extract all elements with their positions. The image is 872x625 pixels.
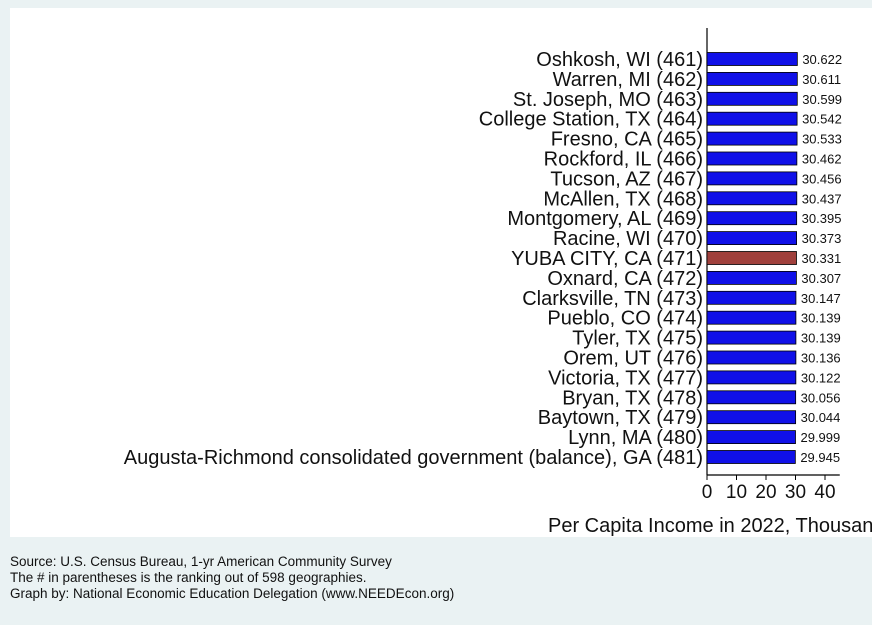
x-tick-label: 10 xyxy=(726,482,747,503)
bar xyxy=(706,191,798,206)
category-label: Racine, WI (470) xyxy=(553,228,703,250)
bar-highlight xyxy=(706,251,797,265)
bar xyxy=(706,450,796,464)
value-label: 30.437 xyxy=(802,191,842,206)
category-label: Victoria, TX (477) xyxy=(548,367,703,389)
bar xyxy=(706,430,796,445)
bar xyxy=(706,52,798,66)
value-label: 30.139 xyxy=(801,311,841,326)
value-label: 29.945 xyxy=(800,450,840,465)
category-label: Rockford, IL (466) xyxy=(544,149,703,171)
bar xyxy=(706,231,798,246)
value-label: 30.056 xyxy=(801,390,841,405)
bar xyxy=(706,330,797,345)
bar-chart: Oshkosh, WI (461) 30.622 Warren, MI (462) 3… xyxy=(124,28,872,537)
category-label: McAllen, TX (468) xyxy=(543,188,703,210)
value-label: 30.139 xyxy=(801,331,841,346)
bar xyxy=(706,350,797,365)
category-label: Montgomery, AL (469) xyxy=(507,208,703,230)
value-label: 30.307 xyxy=(801,271,841,286)
value-label: 30.611 xyxy=(802,72,841,87)
category-label: Orem, UT (476) xyxy=(563,348,703,370)
category-label: YUBA CITY, CA (471) xyxy=(511,248,703,270)
value-label: 30.136 xyxy=(801,351,841,366)
bar xyxy=(706,310,797,325)
category-label: Tucson, AZ (467) xyxy=(550,168,703,190)
x-tick-label: 30 xyxy=(785,482,806,503)
value-label: 30.395 xyxy=(802,211,842,226)
value-label: 30.122 xyxy=(801,370,841,385)
bar xyxy=(706,151,798,166)
category-label: Augusta-Richmond consolidated government… xyxy=(124,447,703,469)
x-tick-label: 20 xyxy=(755,482,776,503)
value-label: 29.999 xyxy=(800,430,840,445)
bar xyxy=(706,270,797,285)
bar xyxy=(706,72,798,86)
category-label: Pueblo, CO (474) xyxy=(547,308,703,330)
category-label: Oshkosh, WI (461) xyxy=(536,49,703,71)
x-axis-title: Per Capita Income in 2022, Thousands xyxy=(548,515,872,537)
category-label: College Station, TX (464) xyxy=(479,109,703,131)
bar xyxy=(706,211,798,226)
category-label: Baytown, TX (479) xyxy=(538,407,703,429)
bar xyxy=(706,390,797,405)
bar xyxy=(706,370,797,385)
value-label: 30.147 xyxy=(801,291,841,306)
category-label: Oxnard, CA (472) xyxy=(547,268,703,290)
footer-notes: Source: U.S. Census Bureau, 1-yr America… xyxy=(10,554,454,602)
category-label: St. Joseph, MO (463) xyxy=(513,89,703,111)
plot-panel: Oshkosh, WI (461) 30.622 Warren, MI (462) 3… xyxy=(10,8,872,537)
bar xyxy=(706,111,798,126)
category-label: Clarksville, TN (473) xyxy=(522,288,703,310)
value-label: 30.044 xyxy=(801,410,841,425)
value-label: 30.456 xyxy=(802,171,842,186)
category-label: Fresno, CA (465) xyxy=(551,129,703,151)
value-label: 30.373 xyxy=(802,231,842,246)
bar xyxy=(706,410,797,425)
x-tick-label: 0 xyxy=(702,482,713,503)
category-label: Lynn, MA (480) xyxy=(568,427,703,449)
x-tick-label: 40 xyxy=(814,482,835,503)
bar xyxy=(706,171,798,186)
chart-title-fragment xyxy=(0,0,872,6)
credit-note: Graph by: National Economic Education De… xyxy=(10,586,455,601)
category-label: Bryan, TX (478) xyxy=(562,387,703,409)
source-note: Source: U.S. Census Bureau, 1-yr America… xyxy=(10,554,392,569)
value-label: 30.622 xyxy=(802,52,842,67)
value-label: 30.462 xyxy=(802,152,842,167)
value-label: 30.533 xyxy=(802,132,842,147)
bar xyxy=(706,290,797,305)
category-label: Warren, MI (462) xyxy=(553,69,703,91)
value-label: 30.599 xyxy=(802,92,842,107)
category-label: Tyler, TX (475) xyxy=(572,328,703,350)
bar xyxy=(706,91,798,106)
ranking-note: The # in parentheses is the ranking out … xyxy=(10,570,367,585)
value-label: 30.331 xyxy=(801,251,841,266)
bar xyxy=(706,131,798,146)
value-label: 30.542 xyxy=(802,112,842,127)
